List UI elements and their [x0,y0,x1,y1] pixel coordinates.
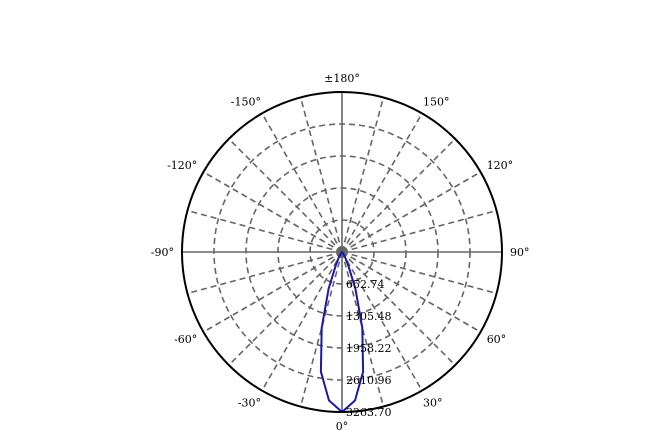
grid-spoke-300 [203,251,343,333]
grid-spoke-210 [261,113,343,253]
radial-tick-label-2: 1958.22 [346,342,392,355]
angle-label-30: 30° [423,397,443,410]
radial-tick-label-4: 3263.70 [346,406,392,419]
chart-outline-circle [181,91,503,413]
angle-label-m150: -150° [231,95,261,108]
angle-label-m30: -30° [238,397,261,410]
grid-spoke-240 [203,171,343,253]
grid-spoke-30 [341,251,423,391]
angle-label-0: 0° [336,420,349,433]
grid-spoke-255 [187,209,343,253]
radial-tick-label-0: 652.74 [346,278,385,291]
grid-spoke-45 [341,251,456,366]
angle-label-120: 120° [487,159,514,172]
angle-label-m90: -90° [151,246,174,259]
polar-grid [182,92,502,412]
angle-label-m60: -60° [174,333,197,346]
grid-spoke-285 [187,251,343,295]
label-layer: 0° 30° 60° 90° 120° 150° ±180° -150° -120° -90° -6… [151,72,530,433]
angle-label-90: 90° [510,246,530,259]
angle-label-60: 60° [487,333,507,346]
radial-tick-label-3: 2610.96 [346,374,392,387]
angle-label-150: 150° [423,95,450,108]
grid-spoke-120 [341,171,481,253]
grid-spoke-60 [341,251,481,333]
grid-spoke-195 [299,97,343,253]
grid-spoke-135 [341,138,456,253]
angle-label-180: ±180° [324,72,360,85]
grid-spoke-75 [341,251,497,295]
grid-spoke-150 [341,113,423,253]
grid-spoke-225 [228,138,343,253]
grid-spoke-330 [261,251,343,391]
radial-tick-label-1: 1305.48 [346,310,392,323]
grid-spoke-105 [341,209,497,253]
grid-spoke-315 [228,251,343,366]
grid-spoke-165 [341,97,385,253]
angle-label-m120: -120° [167,159,197,172]
